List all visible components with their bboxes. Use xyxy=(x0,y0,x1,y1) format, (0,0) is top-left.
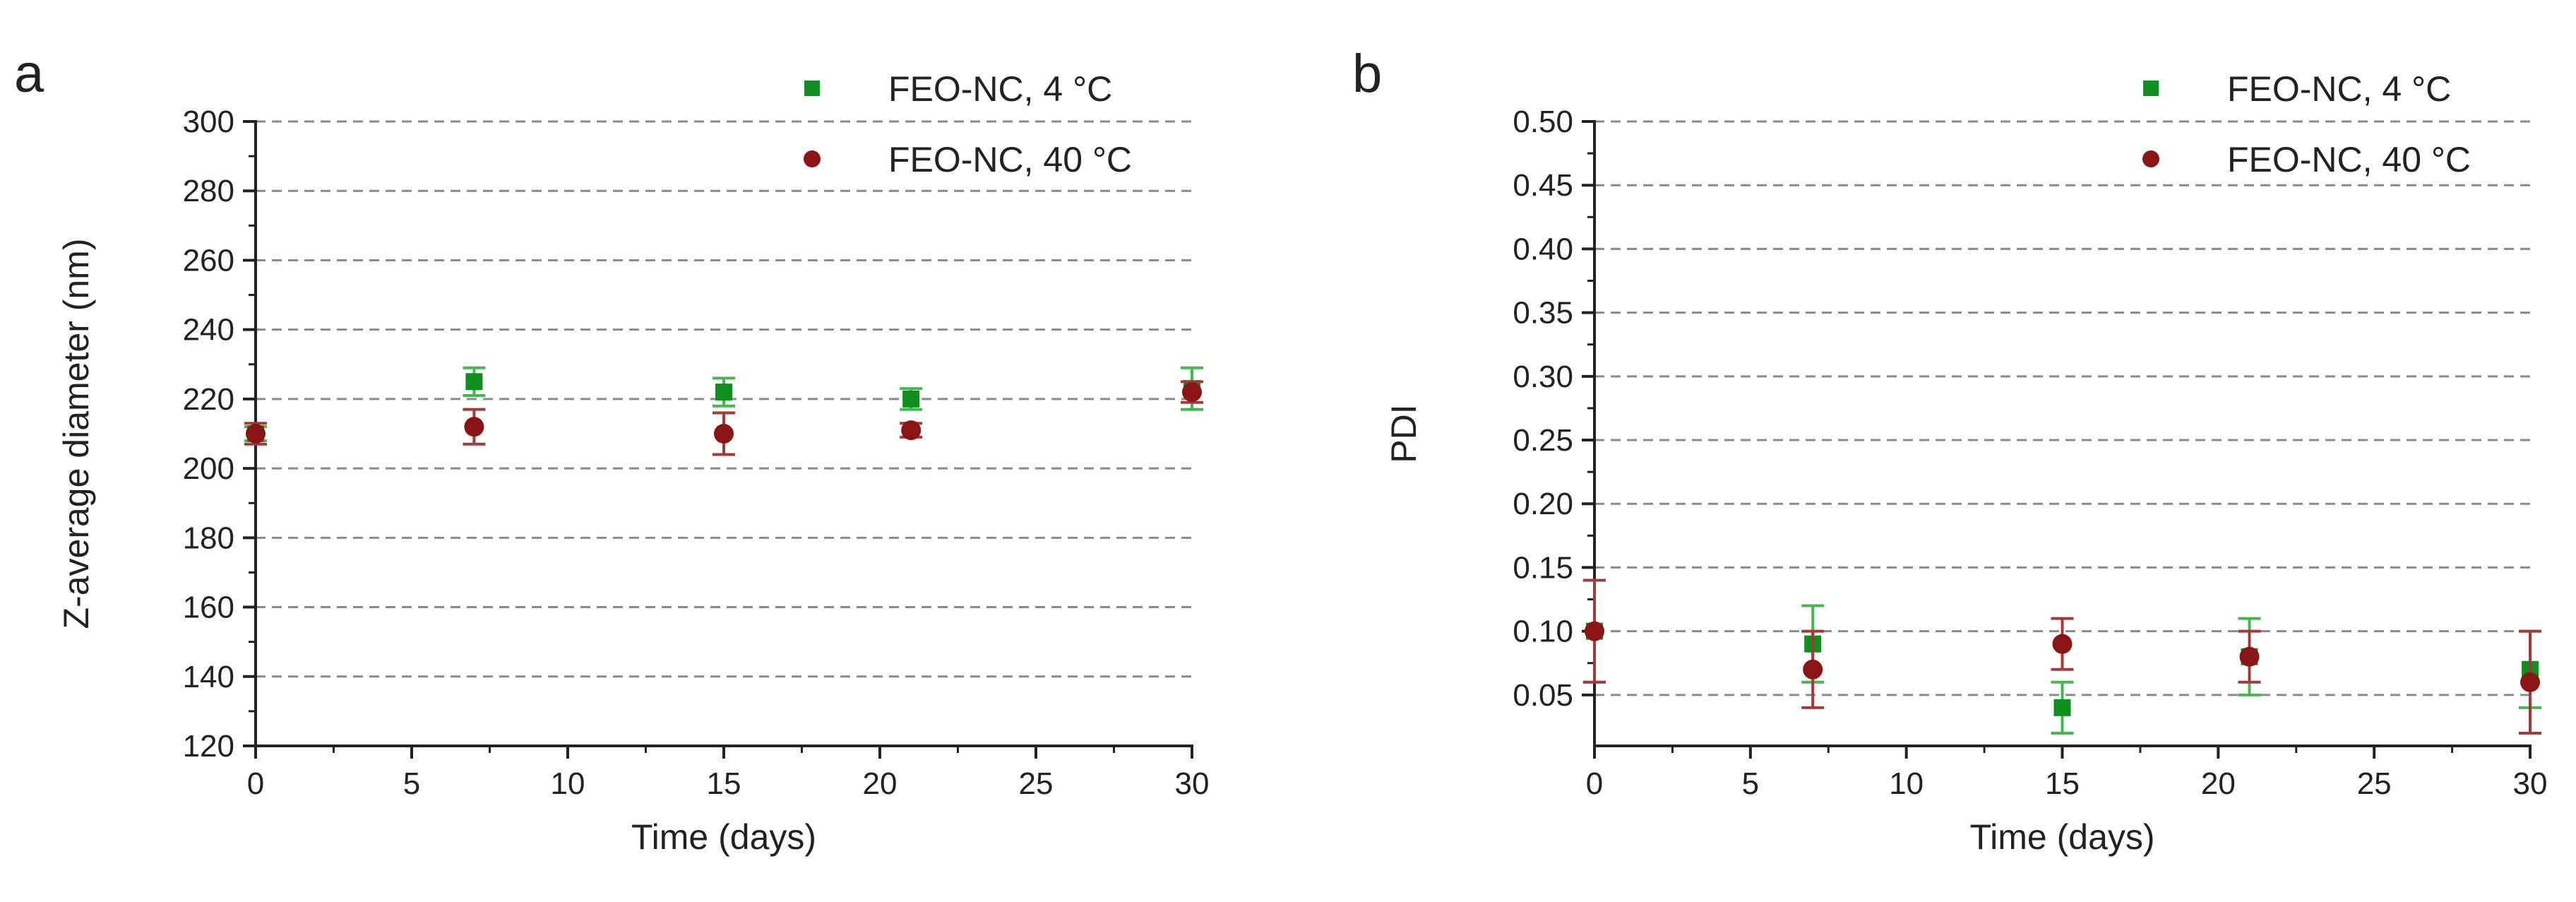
chart-panel-a: a 120 140 160 180 200 220 240 260 280 300 0 5 10 15 20 2… xyxy=(14,44,1209,857)
legend-marker-circle xyxy=(804,150,821,167)
x-tick-label: 30 xyxy=(2513,766,2548,801)
x-tick-label: 5 xyxy=(403,766,420,801)
data-point-circle xyxy=(246,424,266,444)
y-tick-label: 0.10 xyxy=(1513,615,1573,649)
chart-panel-b: b 0.05 0.10 0.15 0.20 0.25 0.30 0.35 0.40 0.45 0.5… xyxy=(1352,44,2547,857)
data-point-circle xyxy=(2239,646,2260,667)
y-tick-label: 0.25 xyxy=(1513,423,1573,458)
y-tick-label: 0.45 xyxy=(1513,168,1573,203)
y-tick-label: 0.15 xyxy=(1513,550,1573,585)
y-tick-label: 120 xyxy=(183,729,234,764)
data-point-circle xyxy=(1182,382,1202,403)
legend-marker-square xyxy=(2143,81,2159,96)
data-point-circle xyxy=(714,424,734,444)
data-point-circle xyxy=(1585,621,1604,641)
y-tick-label: 0.50 xyxy=(1513,105,1573,139)
y-tick-label: 260 xyxy=(183,243,234,278)
data-point-square xyxy=(2053,699,2071,716)
panel-label: a xyxy=(14,44,44,104)
x-tick-label: 15 xyxy=(707,766,741,801)
x-axis-title: Time (days) xyxy=(1969,817,2154,857)
x-tick-label: 5 xyxy=(1742,766,1759,801)
y-tick-label: 0.05 xyxy=(1513,678,1573,713)
y-tick-label: 180 xyxy=(183,521,234,555)
y-axis-title: Z-average diameter (nm) xyxy=(56,239,96,629)
x-tick-label: 0 xyxy=(247,766,264,801)
y-tick-label: 0.40 xyxy=(1513,232,1573,266)
data-point-circle xyxy=(2520,672,2540,692)
legend-label: FEO-NC, 40 °C xyxy=(2227,140,2471,179)
panel-label: b xyxy=(1352,44,1382,104)
x-tick-label: 0 xyxy=(1586,766,1603,801)
data-point-circle xyxy=(464,417,484,437)
y-tick-label: 140 xyxy=(183,660,234,694)
legend-label: FEO-NC, 40 °C xyxy=(888,140,1132,179)
data-point-circle xyxy=(901,420,922,441)
y-tick-label: 200 xyxy=(183,451,234,486)
x-tick-label: 10 xyxy=(551,766,585,801)
y-tick-label: 240 xyxy=(183,313,234,348)
data-point-circle xyxy=(2052,634,2073,654)
y-tick-label: 0.30 xyxy=(1513,360,1573,394)
x-tick-label: 10 xyxy=(1889,766,1924,801)
y-tick-label: 280 xyxy=(183,174,234,208)
x-tick-label: 15 xyxy=(2045,766,2080,801)
x-tick-label: 20 xyxy=(863,766,898,801)
x-axis-title: Time (days) xyxy=(631,817,816,857)
data-point-square xyxy=(715,384,732,401)
y-tick-label: 160 xyxy=(183,591,234,625)
y-axis-title: PDI xyxy=(1384,404,1424,463)
x-tick-label: 30 xyxy=(1175,766,1210,801)
legend-label: FEO-NC, 4 °C xyxy=(888,69,1112,109)
y-tick-label: 220 xyxy=(183,382,234,417)
x-tick-label: 25 xyxy=(2357,766,2392,801)
data-point-circle xyxy=(1803,659,1823,680)
legend-marker-circle xyxy=(2142,150,2159,167)
y-tick-label: 300 xyxy=(183,105,234,139)
legend-label: FEO-NC, 4 °C xyxy=(2227,69,2451,109)
x-tick-label: 25 xyxy=(1019,766,1054,801)
legend-marker-square xyxy=(804,81,820,96)
data-point-square xyxy=(465,373,483,391)
y-tick-label: 0.35 xyxy=(1513,296,1573,331)
x-tick-label: 20 xyxy=(2201,766,2236,801)
y-tick-label: 0.20 xyxy=(1513,487,1573,521)
data-point-square xyxy=(902,390,920,408)
